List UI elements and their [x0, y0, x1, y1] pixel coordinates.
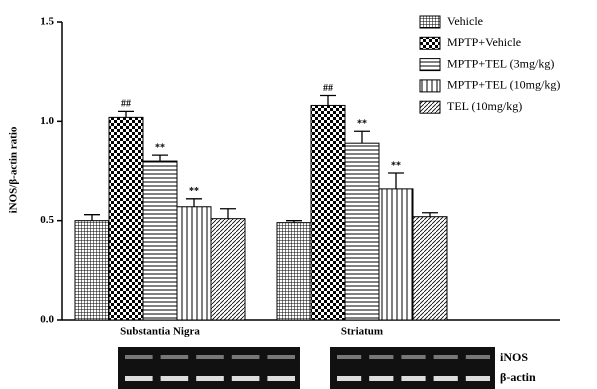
gel-band: [369, 355, 393, 359]
error-bar: [388, 173, 404, 189]
error-bar: [152, 155, 168, 161]
bar: [379, 189, 413, 320]
gel-band: [466, 376, 490, 381]
y-tick-label: 1.5: [40, 16, 54, 28]
legend-label: Vehicle: [447, 14, 483, 28]
legend-swatch: [420, 80, 440, 92]
legend-label: MPTP+Vehicle: [447, 35, 521, 49]
error-bar: [354, 131, 370, 143]
significance-label: **: [155, 142, 165, 153]
bar: [277, 223, 311, 320]
legend-swatch: [420, 37, 440, 49]
gel-band: [125, 355, 153, 359]
error-bar: [118, 111, 134, 117]
gel-band: [401, 376, 425, 381]
gel-band: [466, 355, 490, 359]
gel-band: [434, 376, 458, 381]
bar: [211, 219, 245, 320]
bar: [75, 221, 109, 320]
gel-band: [337, 355, 361, 359]
gel-band: [401, 355, 425, 359]
gel-band: [161, 355, 189, 359]
legend-label: TEL (10mg/kg): [447, 99, 522, 113]
significance-label: ##: [121, 99, 131, 110]
error-bar: [84, 215, 100, 221]
chart: iNOS/β-actin ratio 0.0 0.5 1.0 1.5 Substanti…: [0, 0, 597, 389]
gel-label: β-actin: [500, 370, 536, 384]
gel-band: [161, 376, 189, 381]
significance-label: **: [357, 119, 367, 130]
significance-label: **: [189, 186, 199, 197]
bar: [143, 161, 177, 320]
gel-band: [125, 376, 153, 381]
gel-band: [196, 376, 224, 381]
legend-swatch: [420, 101, 440, 113]
significance-label: **: [391, 160, 401, 171]
error-bar: [422, 213, 438, 217]
bar: [345, 143, 379, 320]
bar: [311, 105, 345, 320]
gel-band: [337, 376, 361, 381]
gel-band: [232, 376, 260, 381]
legend-label: MPTP+TEL (10mg/kg): [447, 78, 560, 92]
error-bar: [220, 209, 236, 219]
bar: [413, 217, 447, 320]
y-axis-label: iNOS/β-actin ratio: [8, 126, 20, 213]
gel-right: [330, 347, 495, 389]
y-tick-label: 0.5: [40, 214, 54, 226]
x-tick-label: Striatum: [341, 326, 383, 338]
x-tick-label: Substantia Nigra: [120, 326, 200, 338]
bar: [109, 117, 143, 320]
legend-swatch: [420, 16, 440, 28]
y-tick-label: 1.0: [40, 115, 54, 127]
gel-label: iNOS: [500, 350, 528, 364]
gel-images: [118, 347, 495, 389]
gel-left: [118, 347, 300, 389]
gel-band: [196, 355, 224, 359]
gel-band: [434, 355, 458, 359]
gel-band: [232, 355, 260, 359]
legend-swatch: [420, 59, 440, 71]
gel-band: [369, 376, 393, 381]
gel-band: [267, 355, 295, 359]
y-tick-label: 0.0: [40, 314, 54, 326]
legend-label: MPTP+TEL (3mg/kg): [447, 56, 554, 70]
error-bar: [186, 199, 202, 207]
gel-band: [267, 376, 295, 381]
significance-label: ##: [323, 83, 333, 94]
bar: [177, 207, 211, 320]
error-bar: [320, 96, 336, 106]
